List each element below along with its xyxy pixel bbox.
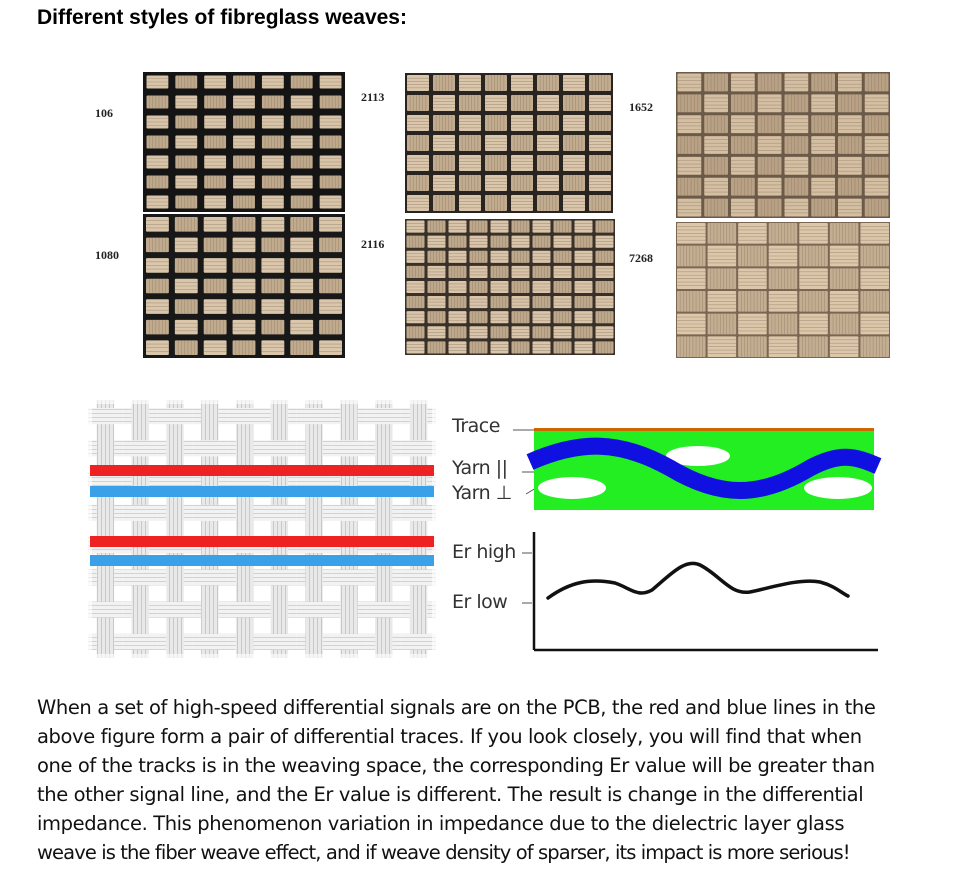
weave-photo-2113 [405,73,613,213]
weave-trace-diagram [88,400,436,658]
paragraph-line: the other signal line, and the Er value … [37,783,864,806]
blue-trace-2 [90,555,434,566]
weave-photo-1080 [143,214,345,358]
weave-label-2113: 2113 [361,90,385,104]
weave-photo-7268 [676,222,890,358]
red-trace-2 [90,536,434,547]
weave-label-1652: 1652 [629,100,653,114]
blue-trace-1 [90,486,434,497]
weave-photo-1652 [676,72,890,218]
copper-trace [534,428,874,431]
er-curve [546,561,850,600]
red-trace-1 [90,465,434,476]
explanation-paragraph: When a set of high-speed differential si… [37,693,957,867]
paragraph-line: impedance. This phenomenon variation in … [37,812,845,835]
weave-photo-2116 [405,219,615,355]
weave-label-7268: 7268 [629,251,653,265]
yarn-ellipse [804,477,872,499]
cross-section-diagram [510,420,882,656]
page-heading: Different styles of fibreglass weaves: [37,6,407,29]
yarn-perp-label: Yarn ⊥ [452,482,512,504]
er-low-label: Er low [452,591,508,613]
paragraph-line: weave is the fiber weave effect, and if … [37,841,851,864]
yarn-ellipse [538,477,606,499]
weave-label-1080: 1080 [95,248,119,262]
glass-weave-grid [88,400,436,658]
weave-label-106: 106 [95,106,113,120]
yarn-parallel-bundle [526,437,882,499]
paragraph-line: one of the tracks is in the weaving spac… [37,754,875,777]
weave-label-2116: 2116 [361,237,385,251]
er-high-label: Er high [452,541,516,563]
trace-label: Trace [452,415,500,437]
paragraph-line: When a set of high-speed differential si… [37,696,876,719]
yarn-ellipse [666,446,730,466]
paragraph-line: above figure form a pair of differential… [37,725,862,748]
yarn-parallel-label: Yarn || [452,457,508,479]
weave-photo-106 [143,72,345,212]
